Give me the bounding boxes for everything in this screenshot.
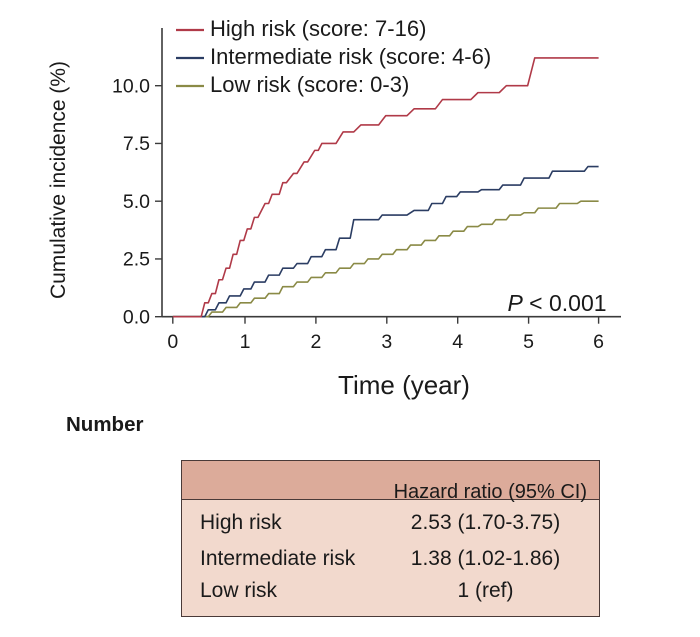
svg-text:Intermediate risk (score: 4-6): Intermediate risk (score: 4-6): [210, 44, 491, 69]
svg-text:Cumulative incidence (%): Cumulative incidence (%): [47, 61, 70, 299]
svg-text:5.0: 5.0: [123, 191, 150, 213]
svg-text:Time (year): Time (year): [338, 370, 470, 400]
svg-text:P < 0.001: P < 0.001: [507, 290, 606, 316]
svg-text:Low risk (score: 0-3): Low risk (score: 0-3): [210, 72, 409, 97]
svg-text:10.0: 10.0: [112, 76, 150, 98]
svg-text:0: 0: [167, 331, 178, 353]
svg-text:Number: Number: [66, 413, 143, 436]
svg-text:2.5: 2.5: [123, 249, 150, 271]
svg-text:4: 4: [452, 331, 463, 353]
svg-text:1: 1: [240, 331, 251, 353]
svg-text:2: 2: [310, 331, 321, 353]
svg-text:3: 3: [381, 331, 392, 353]
svg-text:6: 6: [593, 331, 604, 353]
svg-text:7.5: 7.5: [123, 133, 150, 155]
svg-text:0.0: 0.0: [123, 306, 150, 328]
svg-text:5: 5: [523, 331, 534, 353]
svg-text:High risk (score: 7-16): High risk (score: 7-16): [210, 16, 426, 41]
